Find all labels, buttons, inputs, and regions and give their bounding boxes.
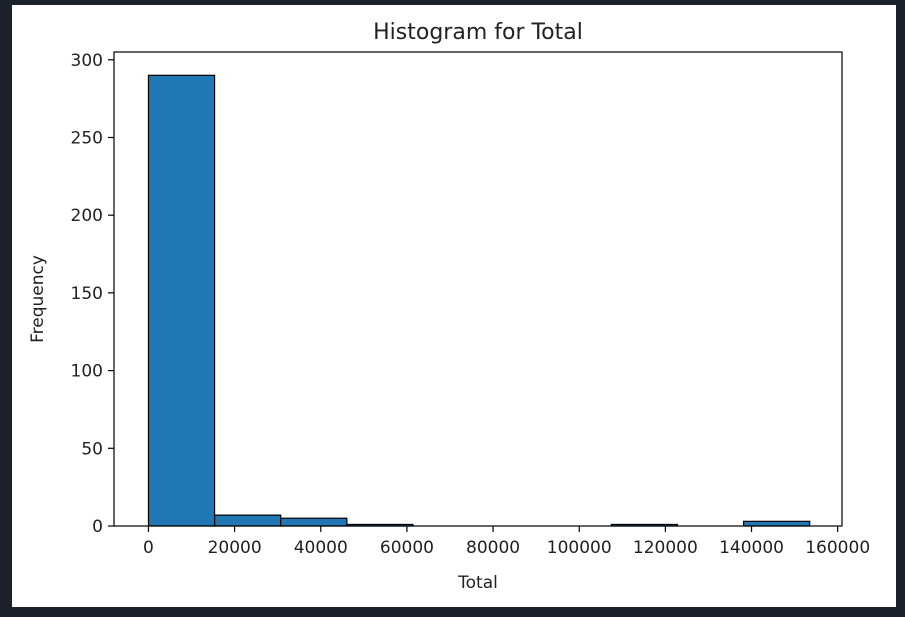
- histogram-bar-1: [213, 514, 282, 527]
- x-tick-label: 120000: [633, 538, 698, 558]
- histogram-bar-9: [742, 520, 811, 527]
- y-tick-label: 100: [71, 362, 103, 382]
- x-axis: 0 20000 40000 60000 80000 100000 120000 140000 1…: [143, 526, 870, 558]
- histogram-bar-0: [147, 74, 216, 527]
- y-tick-label: 150: [71, 284, 103, 304]
- y-tick-label: 300: [71, 51, 103, 71]
- x-tick-label: 60000: [380, 538, 434, 558]
- histogram-chart: Histogram for Total 0 20000 40000 60000 8000…: [28, 20, 870, 593]
- histogram-bar-2: [280, 517, 348, 527]
- plot-area-frame: [113, 51, 843, 527]
- x-tick-label: 0: [143, 538, 154, 558]
- x-tick-label: 100000: [547, 538, 612, 558]
- y-tick-label: 0: [92, 517, 103, 537]
- y-axis-label: Frequency: [28, 255, 48, 343]
- x-tick-label: 40000: [294, 538, 348, 558]
- x-tick-label: 80000: [466, 538, 520, 558]
- y-axis: 0 50 100 150 200 250 300: [71, 51, 114, 537]
- y-tick-label: 200: [71, 206, 103, 226]
- x-tick-label: 160000: [805, 538, 870, 558]
- x-tick-label: 140000: [719, 538, 784, 558]
- y-tick-label: 50: [81, 439, 103, 459]
- y-tick-label: 250: [71, 128, 103, 148]
- chart-figure: Histogram for Total 0 20000 40000 60000 8000…: [12, 5, 896, 607]
- x-axis-label: Total: [457, 573, 498, 593]
- bars-group: [147, 74, 811, 527]
- chart-title: Histogram for Total: [373, 20, 583, 45]
- x-tick-label: 20000: [208, 538, 262, 558]
